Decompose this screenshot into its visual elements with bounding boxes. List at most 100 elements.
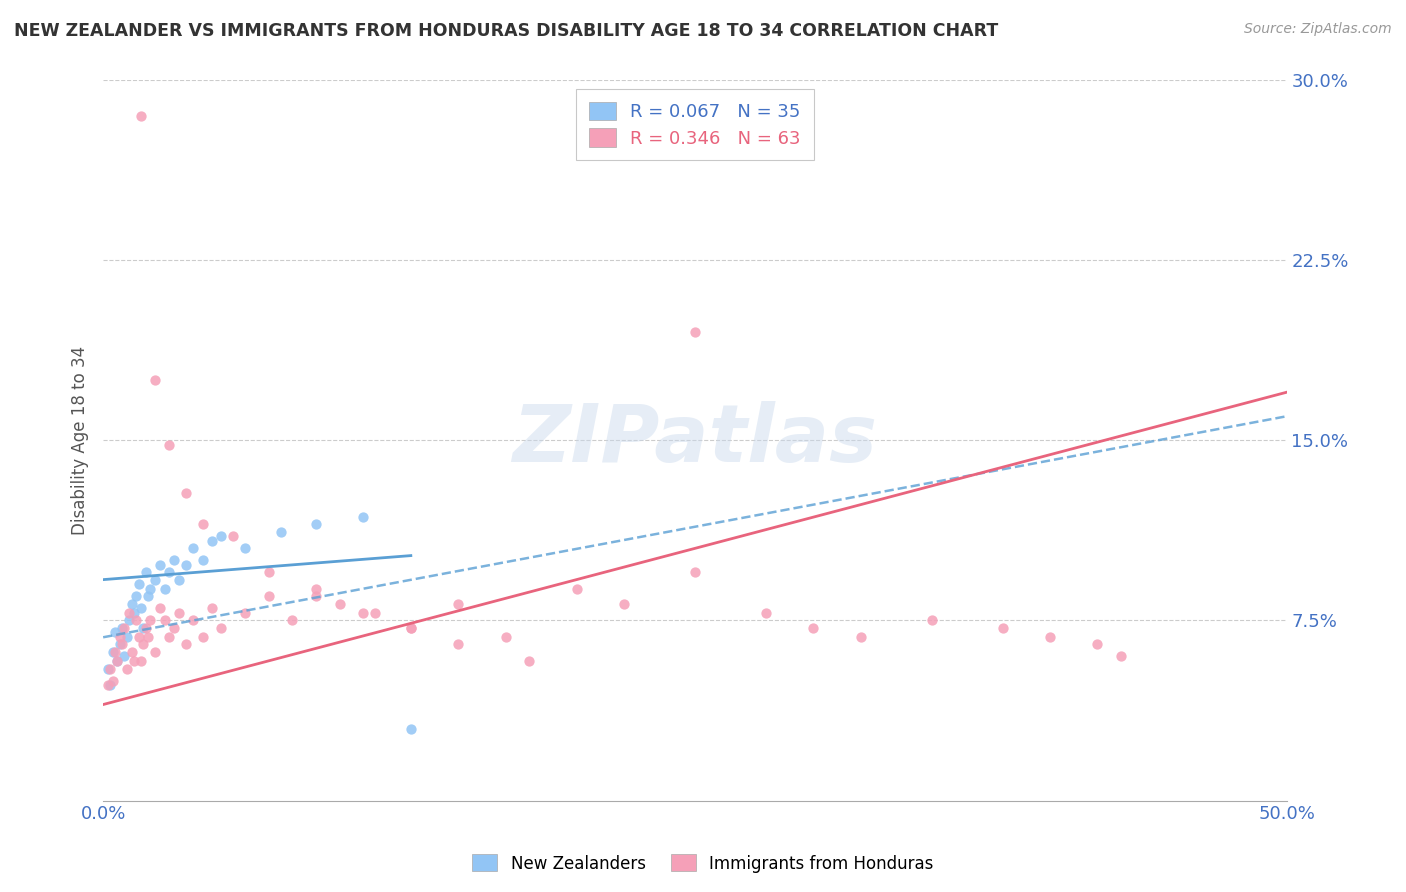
Point xyxy=(447,597,470,611)
Point xyxy=(97,661,120,675)
Point xyxy=(105,654,128,668)
Point xyxy=(163,553,186,567)
Point xyxy=(101,673,124,688)
Point xyxy=(157,630,180,644)
Text: Source: ZipAtlas.com: Source: ZipAtlas.com xyxy=(1244,22,1392,37)
Point xyxy=(211,621,233,635)
Point xyxy=(257,590,280,604)
Point xyxy=(222,529,245,543)
Point xyxy=(157,438,180,452)
Point xyxy=(111,638,134,652)
Point xyxy=(257,566,280,580)
Point xyxy=(755,607,778,621)
Point xyxy=(447,638,470,652)
Point xyxy=(149,601,172,615)
Point xyxy=(153,614,176,628)
Point xyxy=(108,630,131,644)
Point xyxy=(125,590,148,604)
Point xyxy=(121,597,143,611)
Point xyxy=(174,638,197,652)
Point xyxy=(495,630,517,644)
Point xyxy=(399,621,422,635)
Point xyxy=(683,325,706,339)
Point xyxy=(104,625,127,640)
Point xyxy=(801,621,824,635)
Point xyxy=(565,582,588,597)
Point xyxy=(613,597,636,611)
Point xyxy=(167,607,190,621)
Legend: R = 0.067   N = 35, R = 0.346   N = 63: R = 0.067 N = 35, R = 0.346 N = 63 xyxy=(576,89,814,161)
Point xyxy=(114,621,136,635)
Point xyxy=(174,558,197,573)
Point xyxy=(128,630,150,644)
Point xyxy=(108,638,131,652)
Point xyxy=(174,486,197,500)
Point xyxy=(139,614,162,628)
Point xyxy=(149,558,172,573)
Point xyxy=(135,566,157,580)
Point xyxy=(1039,630,1062,644)
Point xyxy=(143,645,166,659)
Point xyxy=(233,541,256,556)
Point xyxy=(115,630,138,644)
Point xyxy=(270,524,292,539)
Point xyxy=(191,630,214,644)
Point xyxy=(118,614,141,628)
Point xyxy=(136,630,159,644)
Point xyxy=(281,614,304,628)
Point xyxy=(129,109,152,123)
Point xyxy=(191,517,214,532)
Point xyxy=(921,614,943,628)
Point xyxy=(364,607,387,621)
Point xyxy=(122,654,145,668)
Point xyxy=(1109,649,1132,664)
Point xyxy=(118,607,141,621)
Legend: New Zealanders, Immigrants from Honduras: New Zealanders, Immigrants from Honduras xyxy=(465,847,941,880)
Point xyxy=(181,541,204,556)
Point xyxy=(353,510,375,524)
Point xyxy=(128,577,150,591)
Point xyxy=(132,638,155,652)
Text: ZIPatlas: ZIPatlas xyxy=(512,401,877,479)
Point xyxy=(139,582,162,597)
Point xyxy=(105,654,128,668)
Point xyxy=(211,529,233,543)
Point xyxy=(136,590,159,604)
Point xyxy=(121,645,143,659)
Point xyxy=(191,553,214,567)
Y-axis label: Disability Age 18 to 34: Disability Age 18 to 34 xyxy=(72,346,89,535)
Point xyxy=(101,645,124,659)
Point xyxy=(305,582,328,597)
Point xyxy=(111,621,134,635)
Point xyxy=(399,722,422,736)
Point xyxy=(305,590,328,604)
Point xyxy=(181,614,204,628)
Point xyxy=(329,597,352,611)
Point xyxy=(683,566,706,580)
Point xyxy=(135,621,157,635)
Point xyxy=(163,621,186,635)
Text: NEW ZEALANDER VS IMMIGRANTS FROM HONDURAS DISABILITY AGE 18 TO 34 CORRELATION CH: NEW ZEALANDER VS IMMIGRANTS FROM HONDURA… xyxy=(14,22,998,40)
Point xyxy=(399,621,422,635)
Point xyxy=(153,582,176,597)
Point xyxy=(125,614,148,628)
Point xyxy=(115,661,138,675)
Point xyxy=(98,661,121,675)
Point xyxy=(98,678,121,692)
Point xyxy=(104,645,127,659)
Point xyxy=(201,601,224,615)
Point xyxy=(97,678,120,692)
Point xyxy=(305,517,328,532)
Point xyxy=(132,621,155,635)
Point xyxy=(129,654,152,668)
Point xyxy=(129,601,152,615)
Point xyxy=(1085,638,1108,652)
Point xyxy=(157,566,180,580)
Point xyxy=(991,621,1014,635)
Point xyxy=(122,607,145,621)
Point xyxy=(114,649,136,664)
Point xyxy=(233,607,256,621)
Point xyxy=(517,654,540,668)
Point xyxy=(849,630,872,644)
Point xyxy=(167,573,190,587)
